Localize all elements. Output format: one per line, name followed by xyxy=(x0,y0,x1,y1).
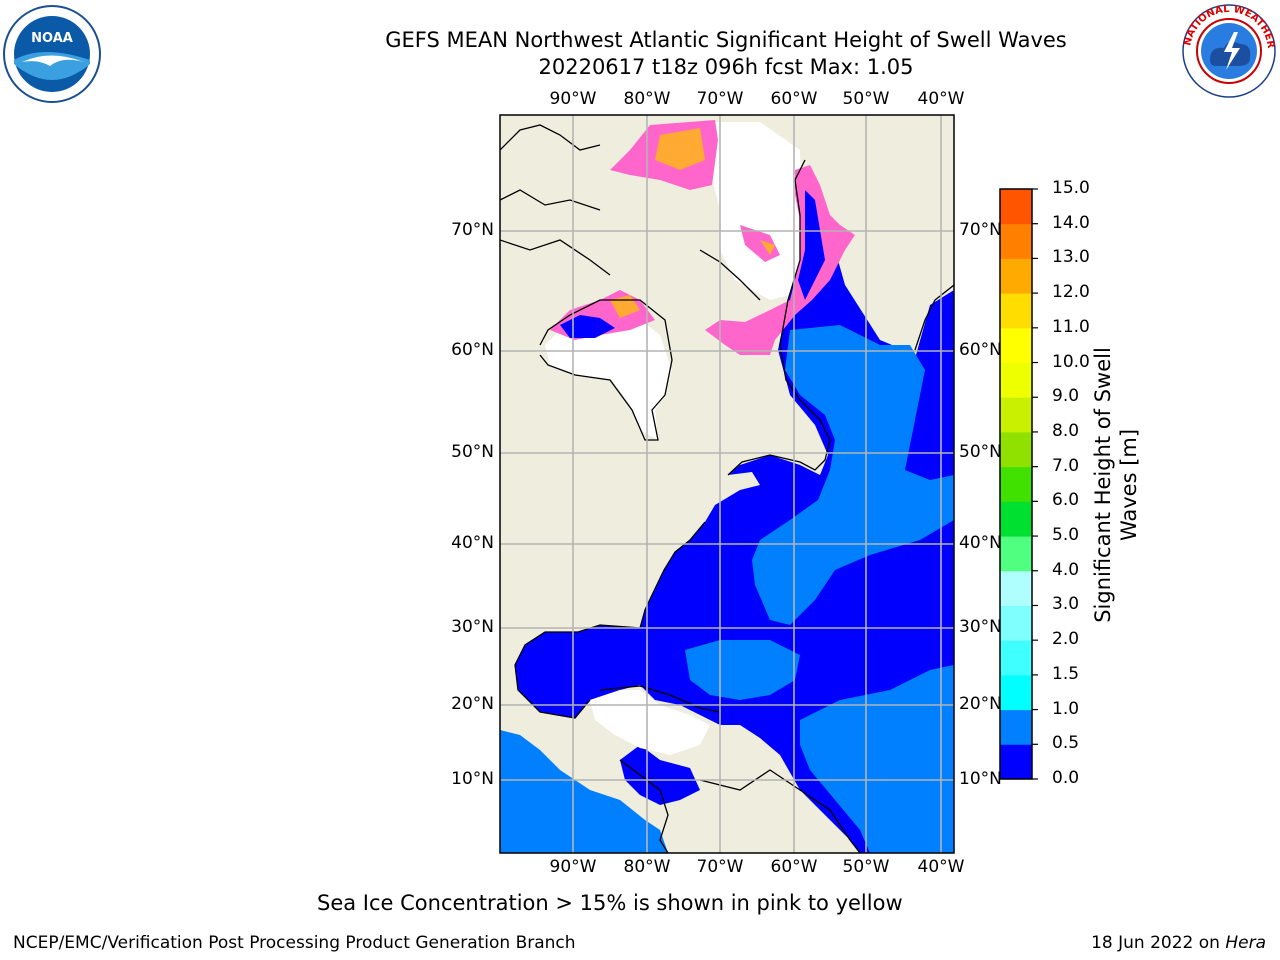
colorbar-title: Significant Height of Swell Waves [m] xyxy=(1090,347,1142,623)
colorbar-tick-label: 13.0 xyxy=(1052,247,1090,268)
colorbar-tick-label: 2.0 xyxy=(1052,629,1080,650)
lat-label-right: 20°N xyxy=(959,694,1002,714)
colorbar-segment xyxy=(1000,327,1032,364)
lon-label-top: 40°W xyxy=(917,89,965,109)
lat-label-left: 30°N xyxy=(451,617,494,637)
lon-label-top: 50°W xyxy=(842,89,890,109)
hudson-bay xyxy=(545,318,672,440)
colorbar-segment xyxy=(1000,501,1032,537)
colorbar-segment xyxy=(1000,744,1032,780)
colorbar-segment xyxy=(1000,605,1032,641)
lat-label-left: 40°N xyxy=(451,533,494,553)
sea-ice-note: Sea Ice Concentration > 15% is shown in … xyxy=(317,891,903,915)
colorbar-tick-label: 14.0 xyxy=(1052,212,1090,233)
colorbar-segment xyxy=(1000,258,1032,294)
colorbar-tick-label: 4.0 xyxy=(1052,559,1080,580)
footer-host: Hera xyxy=(1225,933,1266,953)
lon-label-bottom: 60°W xyxy=(770,857,818,877)
colorbar-tick-label: 15.0 xyxy=(1052,178,1090,198)
colorbar-segment xyxy=(1000,466,1032,502)
colorbar-tick-label: 12.0 xyxy=(1052,282,1090,303)
lon-label-bottom: 90°W xyxy=(549,857,597,877)
lat-label-left: 50°N xyxy=(451,442,494,462)
lat-label-right: 50°N xyxy=(959,442,1002,462)
lon-label-top: 80°W xyxy=(623,89,671,109)
lon-label-bottom: 80°W xyxy=(623,857,671,877)
noaa-logo: NOAA xyxy=(3,5,101,103)
colorbar-tick-label: 5.0 xyxy=(1052,525,1080,546)
colorbar-tick-label: 1.0 xyxy=(1052,698,1080,719)
colorbar-tick-label: 0.5 xyxy=(1052,733,1080,754)
svg-text:NOAA: NOAA xyxy=(31,31,73,46)
colorbar-segment xyxy=(1000,223,1032,259)
map-frame xyxy=(499,114,955,854)
colorbar-tick-label: 3.0 xyxy=(1052,594,1080,615)
colorbar-tick-label: 7.0 xyxy=(1052,455,1080,476)
colorbar-segment xyxy=(1000,362,1032,398)
lat-label-left: 60°N xyxy=(451,340,494,360)
colorbar-title-line1: Significant Height of Swell xyxy=(1091,347,1115,623)
lat-label-right: 60°N xyxy=(959,340,1002,360)
colorbar-segment xyxy=(1000,431,1032,468)
colorbar-segment xyxy=(1000,189,1032,225)
colorbar-segment xyxy=(1000,640,1032,676)
lat-label-left: 10°N xyxy=(451,769,494,789)
colorbar-tick-label: 9.0 xyxy=(1052,386,1080,407)
colorbar-segment xyxy=(1000,536,1032,572)
colorbar-tick-label: 10.0 xyxy=(1052,351,1090,372)
colorbar-title-line2: Waves [m] xyxy=(1117,428,1141,542)
lon-label-bottom: 40°W xyxy=(917,857,965,877)
lat-label-left: 20°N xyxy=(451,694,494,714)
graticule xyxy=(500,115,954,853)
colorbar-segment xyxy=(1000,570,1032,606)
colorbar-segment xyxy=(1000,674,1032,711)
colorbar-tick-label: 0.0 xyxy=(1052,768,1080,788)
chart-title-line1: GEFS MEAN Northwest Atlantic Significant… xyxy=(385,28,1067,52)
colorbar-tick-label: 8.0 xyxy=(1052,420,1080,441)
lat-label-right: 10°N xyxy=(959,769,1002,789)
nws-logo: NATIONAL WEATHER SERVICE xyxy=(1180,2,1276,98)
lon-label-top: 60°W xyxy=(770,89,818,109)
lon-label-top: 70°W xyxy=(696,89,744,109)
colorbar xyxy=(999,188,1038,780)
footer-credit: NCEP/EMC/Verification Post Processing Pr… xyxy=(13,933,576,953)
colorbar-tick-label: 6.0 xyxy=(1052,490,1080,511)
lat-label-right: 30°N xyxy=(959,617,1002,637)
colorbar-frame xyxy=(999,188,1033,780)
lon-label-bottom: 70°W xyxy=(696,857,744,877)
footer-date-text: 18 Jun 2022 on xyxy=(1091,933,1220,953)
colorbar-tick-label: 11.0 xyxy=(1052,316,1090,337)
footer-date: 18 Jun 2022 on Hera xyxy=(1091,933,1266,953)
coastlines xyxy=(500,124,954,853)
colorbar-segment xyxy=(1000,293,1032,329)
lat-label-right: 40°N xyxy=(959,533,1002,553)
lat-label-left: 70°N xyxy=(451,220,494,240)
colorbar-tick-label: 1.5 xyxy=(1052,663,1080,684)
lon-label-bottom: 50°W xyxy=(842,857,890,877)
chart-title-line2: 20220617 t18z 096h fcst Max: 1.05 xyxy=(538,55,914,79)
colorbar-segment xyxy=(1000,397,1032,433)
lat-label-right: 70°N xyxy=(959,220,1002,240)
colorbar-segment xyxy=(1000,709,1032,745)
lon-label-top: 90°W xyxy=(549,89,597,109)
